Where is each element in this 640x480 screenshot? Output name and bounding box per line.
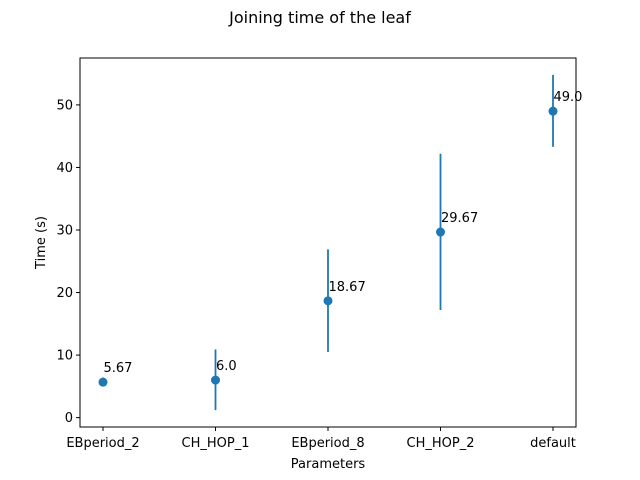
x-tick-label: CH_HOP_2 [407, 436, 475, 451]
x-axis: EBperiod_2 CH_HOP_1 EBperiod_8 CH_HOP_2 defa… [66, 427, 576, 451]
data-point [98, 377, 108, 387]
y-tick-label: 50 [56, 98, 73, 113]
plot-area-frame [79, 57, 577, 428]
y-tick-label: 10 [56, 349, 73, 364]
data-label: 5.67 [104, 361, 133, 376]
y-tick-label: 40 [56, 161, 73, 176]
x-tick-label: EBperiod_2 [66, 436, 139, 451]
data-label: 18.67 [329, 280, 366, 295]
data-label: 49.0 [554, 90, 583, 105]
x-tick-label: CH_HOP_1 [182, 436, 250, 451]
data-label: 6.0 [216, 359, 237, 374]
y-axis: 0 10 20 30 40 50 [56, 98, 80, 426]
chart-title: Joining time of the leaf [228, 8, 411, 27]
y-tick-label: 0 [65, 411, 73, 426]
data-point [323, 296, 333, 306]
data-label: 29.67 [441, 211, 478, 226]
x-tick-label: EBperiod_8 [291, 436, 364, 451]
data-point [436, 227, 445, 237]
y-axis-label: Time (s) [34, 216, 49, 270]
y-tick-label: 30 [56, 223, 73, 238]
x-tick-label: default [530, 436, 576, 451]
x-axis-label: Parameters [291, 457, 366, 472]
data-series: 5.67 6.0 18.67 29.67 49.0 [98, 74, 583, 411]
y-tick-label: 20 [56, 286, 73, 301]
data-point [211, 375, 220, 385]
data-point [548, 106, 558, 116]
